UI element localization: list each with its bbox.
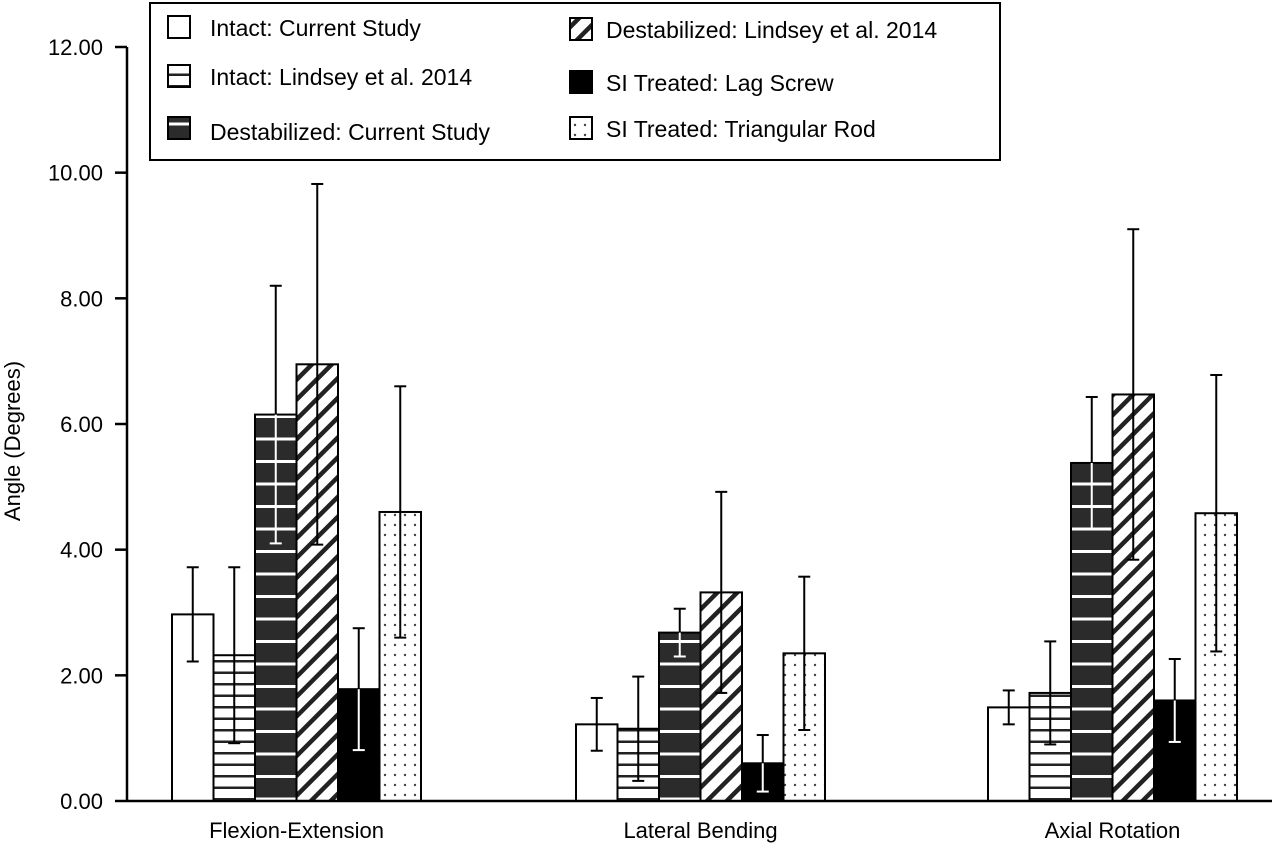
bar xyxy=(1194,512,1238,802)
legend-swatch xyxy=(569,70,593,94)
y-tick-label: 12.00 xyxy=(48,35,103,60)
y-tick-label: 0.00 xyxy=(60,789,103,814)
legend-label: Destabilized: Current Study xyxy=(210,119,490,145)
y-tick-label: 4.00 xyxy=(60,538,103,563)
x-category-label: Lateral Bending xyxy=(623,818,777,843)
legend-swatch xyxy=(167,64,191,88)
legend-label: Intact: Lindsey et al. 2014 xyxy=(210,64,472,90)
y-tick-label: 8.00 xyxy=(60,286,103,311)
legend-swatch xyxy=(569,116,593,140)
legend-swatch xyxy=(167,116,191,140)
y-tick-label: 2.00 xyxy=(60,663,103,688)
legend-label: SI Treated: Lag Screw xyxy=(606,70,834,96)
legend-swatch xyxy=(569,17,593,41)
x-category-label: Axial Rotation xyxy=(1045,818,1181,843)
legend-label: Intact: Current Study xyxy=(210,15,421,41)
y-tick-label: 6.00 xyxy=(60,412,103,437)
legend: Intact: Current Study Intact: Lindsey et … xyxy=(149,2,1001,161)
y-tick-label: 10.00 xyxy=(48,161,103,186)
x-category-label: Flexion-Extension xyxy=(209,818,384,843)
legend-label: SI Treated: Triangular Rod xyxy=(606,116,876,142)
legend-swatch xyxy=(167,15,191,39)
y-axis-title: Angle (Degrees) xyxy=(0,361,25,521)
legend-label: Destabilized: Lindsey et al. 2014 xyxy=(606,17,937,43)
bar xyxy=(658,631,702,803)
plot-area: 0.00 2.00 4.00 6.00 8.00 10.00 12.00 Flexion-Ex… xyxy=(48,35,1272,843)
